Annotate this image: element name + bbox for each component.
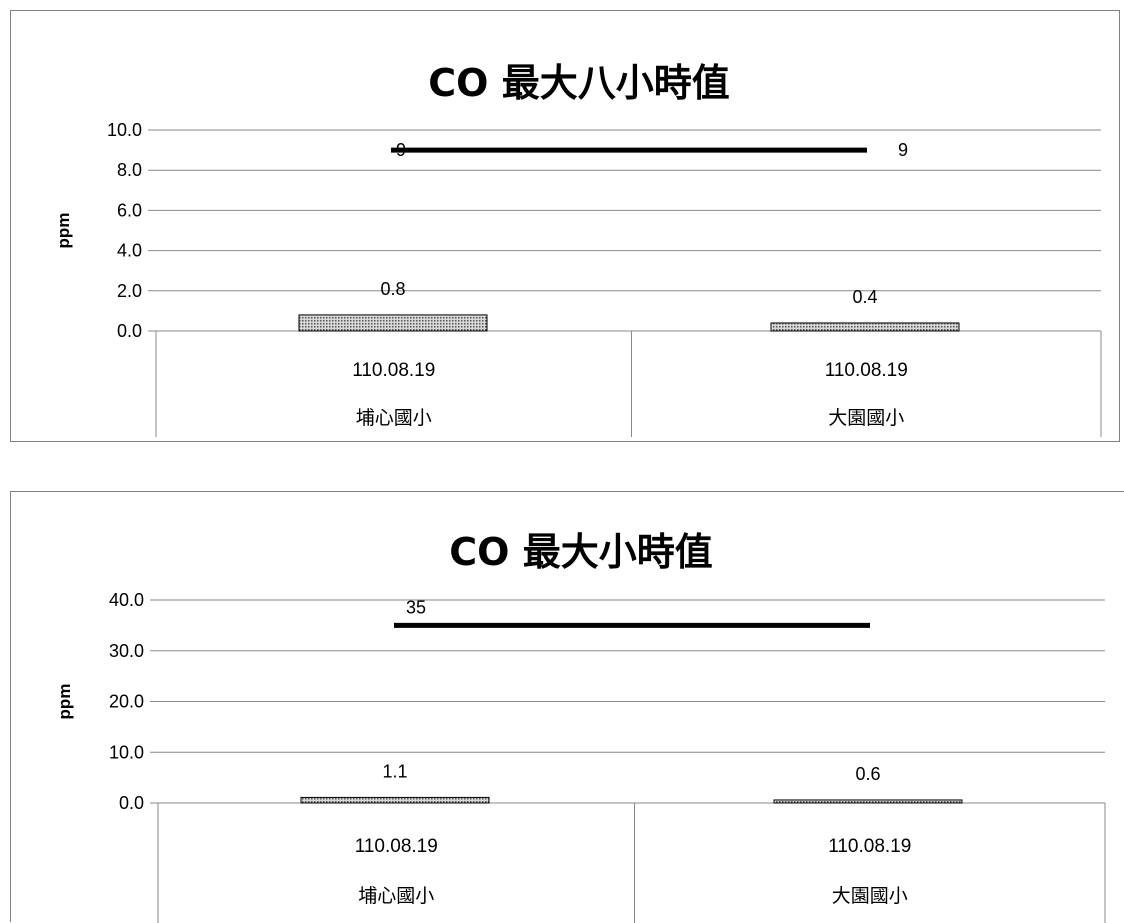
c2-ytick-label: 0.0	[119, 793, 144, 813]
chart-co-8hr-svg: CO 最大八小時值 0.0 2.0 4.0 6.0 8.0 10.0 ppm 0.8 0.4 9 9 1…	[54, 61, 1102, 437]
c1-bar	[298, 314, 488, 332]
c1-title: CO 最大八小時值	[428, 61, 729, 105]
c2-ytick-label: 20.0	[109, 692, 144, 712]
c2-ytick-label: 30.0	[109, 641, 144, 661]
c1-ytick-label: 6.0	[117, 200, 142, 220]
c2-bar	[300, 796, 490, 804]
c2-category-date: 110.08.19	[355, 836, 438, 857]
c1-bar	[770, 322, 960, 332]
chart-co-8hr: CO 最大八小時值 0.0 2.0 4.0 6.0 8.0 10.0 ppm 0.8 0.4 9 9 1…	[10, 10, 1120, 442]
c2-y-axis-label: ppm	[55, 684, 74, 720]
c1-ytick-label: 0.0	[117, 321, 142, 341]
c1-line-data-label: 9	[396, 140, 406, 160]
c1-category-site: 埔心國小	[356, 407, 432, 429]
chart-co-1hr-svg: CO 最大小時值 0.0 10.0 20.0 30.0 40.0 ppm 1.1 0.6 35 11…	[55, 530, 1106, 923]
c2-bar-data-label: 1.1	[382, 761, 407, 781]
c2-bar	[773, 799, 963, 804]
c1-ytick-label: 8.0	[117, 160, 142, 180]
c1-category-site: 大園國小	[828, 407, 904, 429]
c1-bar-data-label: 0.8	[380, 279, 405, 299]
c1-ytick-label: 2.0	[117, 281, 142, 301]
c1-y-axis-label: ppm	[54, 213, 73, 249]
c2-ytick-label: 40.0	[109, 590, 144, 610]
c2-category-date: 110.08.19	[828, 836, 911, 857]
c1-category-date: 110.08.19	[352, 360, 435, 381]
c1-ytick-label: 4.0	[117, 241, 142, 261]
c1-bar-data-label: 0.4	[852, 287, 877, 307]
chart-co-1hr: CO 最大小時值 0.0 10.0 20.0 30.0 40.0 ppm 1.1 0.6 35 11…	[10, 491, 1124, 923]
c2-ytick-label: 10.0	[109, 742, 144, 762]
c2-title: CO 最大小時值	[449, 530, 712, 574]
c1-category-date: 110.08.19	[825, 360, 908, 381]
c1-ytick-label: 10.0	[107, 120, 142, 140]
c1-line-data-label: 9	[898, 140, 908, 160]
c2-category-site: 埔心國小	[358, 885, 434, 907]
c2-category-site: 大園國小	[832, 885, 908, 907]
c2-bar-data-label: 0.6	[855, 764, 880, 784]
c2-line-data-label: 35	[406, 597, 426, 617]
